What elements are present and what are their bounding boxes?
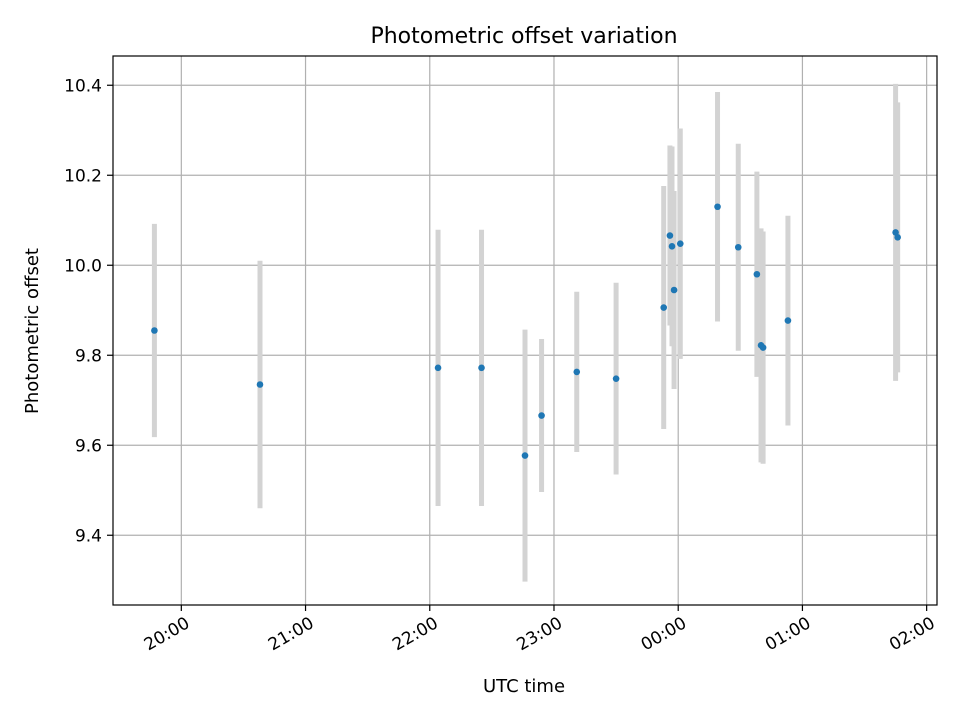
data-point <box>151 327 158 334</box>
data-point <box>666 232 674 239</box>
y-tick-label: 10.2 <box>64 166 102 186</box>
y-axis-label: Photometric offset <box>22 248 43 414</box>
data-point <box>668 243 676 250</box>
y-tick-label: 9.8 <box>75 346 102 366</box>
x-axis-label: UTC time <box>483 676 565 697</box>
y-axis-ticks: 9.4 9.6 9.8 10.0 10.2 10.4 <box>64 76 113 546</box>
chart-title: Photometric offset variation <box>370 24 677 49</box>
plot-frame <box>112 55 938 606</box>
data-point <box>759 344 767 351</box>
data-point <box>753 270 761 278</box>
data-point <box>660 304 668 311</box>
data-point <box>894 234 901 241</box>
y-tick-label: 9.4 <box>75 526 102 546</box>
y-tick-label: 9.6 <box>75 436 102 456</box>
y-tick-label: 10.0 <box>64 256 102 276</box>
data-point <box>892 229 899 236</box>
data-points <box>151 203 901 459</box>
data-point <box>434 364 442 372</box>
data-point <box>676 240 684 247</box>
data-point <box>521 452 529 459</box>
data-point <box>538 412 545 419</box>
data-point <box>478 364 485 372</box>
data-point <box>670 286 678 294</box>
data-point <box>784 317 792 324</box>
data-point <box>714 203 721 211</box>
data-point <box>573 368 581 376</box>
data-point <box>256 381 264 388</box>
y-tick-label: 10.4 <box>64 76 102 96</box>
data-point <box>734 243 742 251</box>
data-point <box>612 375 620 382</box>
